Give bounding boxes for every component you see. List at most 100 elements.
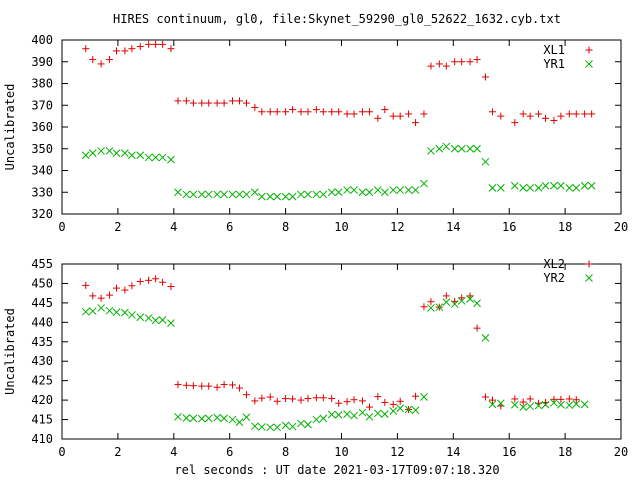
data-point [158, 316, 167, 324]
data-point [389, 186, 398, 194]
y-tick-label: 455 [31, 257, 53, 271]
data-point [182, 190, 191, 199]
x-tick-label: 0 [58, 220, 65, 234]
data-point [312, 415, 321, 424]
data-point [365, 188, 374, 197]
data-point [466, 144, 474, 153]
x-tick-label: 12 [390, 445, 404, 459]
data-point [511, 395, 519, 403]
x-tick-label: 16 [502, 220, 516, 234]
y-tick-label: 400 [31, 33, 53, 47]
data-point [565, 184, 574, 192]
data-point [113, 47, 121, 55]
data-point [497, 112, 505, 120]
data-point [242, 391, 250, 399]
data-point [288, 192, 297, 201]
x-tick-label: 10 [334, 220, 348, 234]
data-point [334, 188, 343, 197]
legend-marker [585, 260, 593, 268]
data-point [251, 397, 259, 405]
y-axis-label: Uncalibrated [3, 308, 17, 395]
data-point [358, 397, 366, 405]
data-point [189, 382, 197, 390]
data-point [273, 397, 281, 405]
data-point [97, 294, 105, 302]
data-point [220, 381, 228, 389]
data-point [466, 58, 474, 66]
data-point [526, 402, 535, 411]
data-point [167, 155, 175, 164]
data-point [481, 73, 489, 81]
data-point [327, 188, 336, 197]
data-point [312, 394, 320, 402]
data-point [105, 306, 114, 315]
data-point [145, 276, 153, 284]
data-point [112, 149, 121, 157]
data-point [304, 190, 312, 199]
data-point [289, 106, 297, 114]
data-point [174, 412, 182, 421]
data-point [450, 300, 459, 308]
data-point [420, 393, 428, 401]
data-point [235, 190, 244, 199]
data-point [411, 406, 420, 415]
data-point [404, 186, 413, 194]
data-point [152, 275, 160, 283]
y-tick-label: 380 [31, 77, 53, 91]
data-point [389, 112, 397, 120]
data-point [235, 97, 243, 105]
data-point [473, 299, 481, 308]
data-point [572, 400, 581, 408]
data-point [220, 190, 228, 199]
data-point [404, 405, 413, 414]
data-point [442, 62, 450, 70]
data-point [242, 190, 251, 199]
data-point [557, 112, 565, 120]
data-point [328, 395, 336, 403]
data-point [235, 418, 244, 427]
data-point [304, 108, 312, 116]
data-point [488, 184, 497, 192]
y-tick-label: 390 [31, 55, 53, 69]
data-point [526, 184, 535, 192]
series-yr2 [81, 295, 589, 432]
plot-frame [61, 263, 622, 440]
data-point [228, 415, 237, 424]
y-tick-label: 450 [31, 276, 53, 290]
data-point [427, 62, 435, 70]
data-point [174, 188, 182, 197]
data-point [435, 60, 443, 68]
y-tick-label: 350 [31, 142, 53, 156]
data-point [510, 181, 519, 190]
data-point [526, 112, 534, 120]
data-point [412, 119, 420, 127]
data-point [396, 397, 404, 405]
data-point [266, 393, 274, 401]
data-point [152, 40, 160, 48]
data-point [350, 396, 358, 404]
legend-label: XL1 [543, 43, 565, 57]
data-point [458, 58, 466, 66]
data-point [358, 108, 366, 116]
data-point [113, 284, 121, 292]
data-point [251, 188, 259, 197]
data-point [381, 106, 389, 114]
x-tick-label: 4 [170, 220, 177, 234]
data-point [136, 278, 144, 285]
data-point [213, 190, 221, 199]
data-point [136, 151, 145, 160]
data-point [580, 400, 589, 409]
series-yr1 [81, 142, 596, 201]
data-point [365, 403, 373, 411]
data-point [145, 40, 153, 48]
data-point [365, 108, 373, 116]
legend-marker [585, 46, 593, 54]
data-point [88, 307, 97, 315]
data-point [89, 292, 97, 300]
plot-frame [61, 39, 622, 215]
data-point [205, 99, 213, 107]
data-point [304, 420, 312, 429]
data-point [343, 110, 351, 118]
data-point [572, 110, 580, 118]
data-point [328, 108, 336, 116]
